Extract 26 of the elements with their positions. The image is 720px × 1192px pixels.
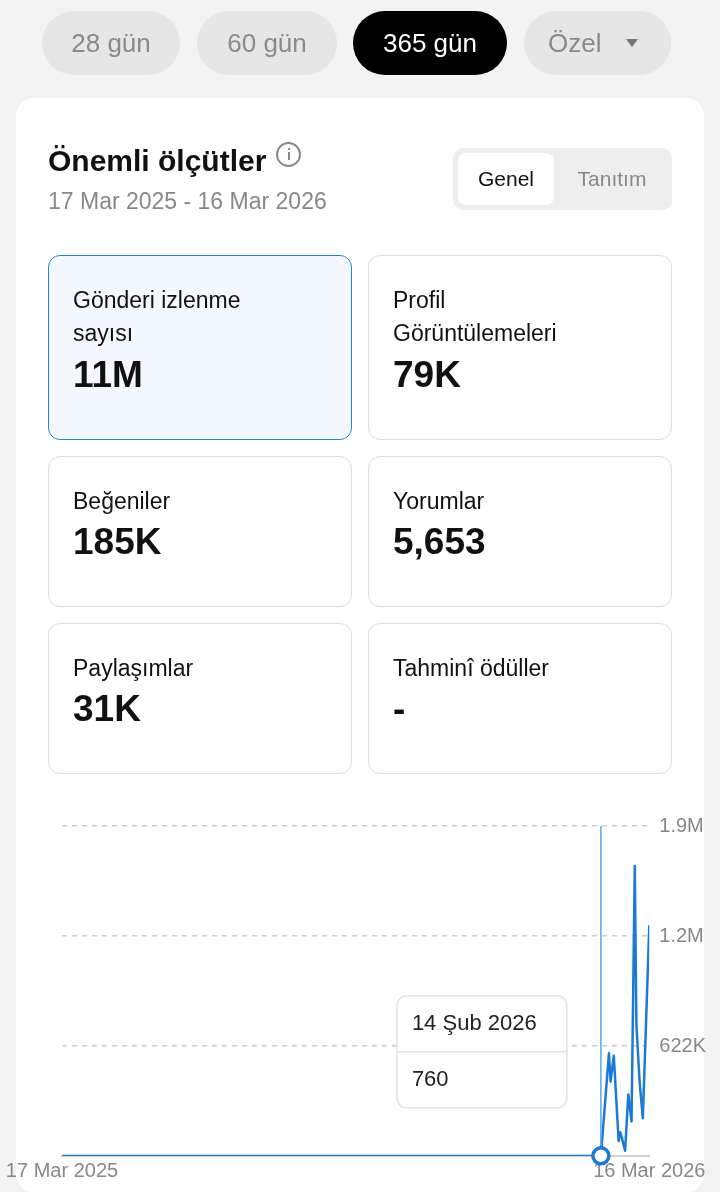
text: 28 gün <box>42 11 180 75</box>
text: 60 gün <box>197 11 337 75</box>
text: - <box>393 688 406 729</box>
text: 365 gün <box>353 11 507 75</box>
y-tick-label: 622K <box>659 1033 707 1056</box>
category-label: Tahminî ödüller <box>393 654 550 683</box>
text: Tanıtım <box>576 166 648 192</box>
category-label: Profil Görüntülemeleri <box>393 286 558 348</box>
text: 79K <box>393 354 461 395</box>
annotation: 14 Şub 2026 <box>411 1009 537 1035</box>
text: 185K <box>73 521 162 562</box>
category-label: Beğeniler <box>73 487 172 516</box>
text: Genel <box>458 153 554 205</box>
text: 17 Mar 2025 - 16 Mar 2026 <box>48 188 327 215</box>
x-tick-label: 17 Mar 2025 <box>5 1158 119 1181</box>
text: Önemli ölçütler <box>48 143 268 178</box>
category-label: Yorumlar <box>393 487 486 516</box>
text: 31K <box>73 688 141 729</box>
text: Özel <box>524 11 671 75</box>
annotation: 760 <box>411 1065 449 1091</box>
text: 5,653 <box>393 521 486 562</box>
y-tick-label: 1.9M <box>659 813 704 836</box>
category-label: Paylaşımlar <box>73 654 195 683</box>
category-label: Gönderi izlenme sayısı <box>73 286 242 348</box>
y-tick-label: 1.2M <box>659 923 704 946</box>
text: 11M <box>73 354 143 395</box>
